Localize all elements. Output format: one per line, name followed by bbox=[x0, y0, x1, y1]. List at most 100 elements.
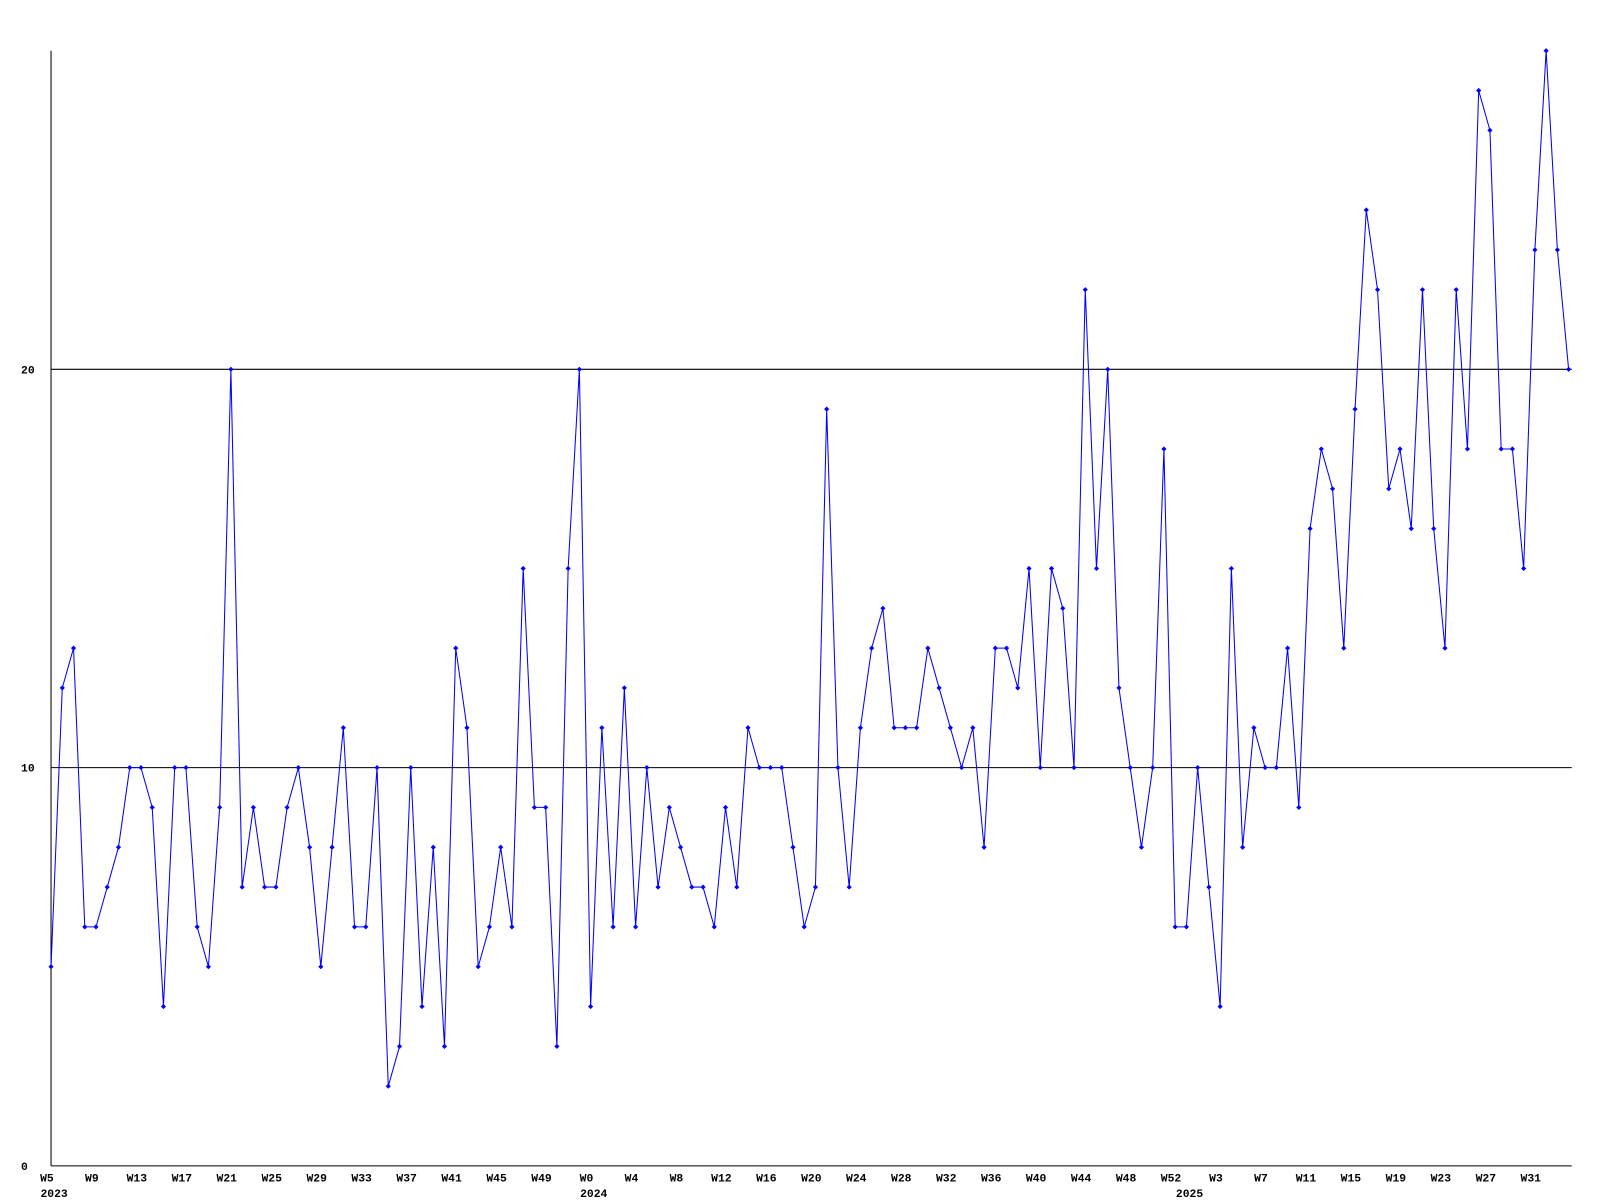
data-line bbox=[50, 50, 1570, 1087]
data-point bbox=[576, 366, 582, 372]
year-label: 2025 bbox=[1176, 1189, 1203, 1200]
data-point bbox=[262, 884, 268, 890]
data-point bbox=[1172, 924, 1178, 930]
data-point bbox=[1273, 765, 1279, 771]
x-tick-label: W49 bbox=[531, 1173, 552, 1185]
data-point bbox=[295, 765, 301, 771]
data-point bbox=[1509, 446, 1515, 452]
data-point bbox=[408, 765, 414, 771]
data-point bbox=[925, 645, 931, 651]
data-point bbox=[1386, 486, 1392, 492]
data-point bbox=[846, 884, 852, 890]
y-tick-label: 10 bbox=[21, 764, 35, 776]
data-point bbox=[104, 884, 110, 890]
data-point bbox=[711, 924, 717, 930]
data-point bbox=[610, 924, 616, 930]
x-tick-label: W29 bbox=[306, 1173, 327, 1185]
data-point bbox=[453, 645, 459, 651]
data-point bbox=[1566, 366, 1572, 372]
data-point bbox=[363, 924, 369, 930]
x-tick-label: W37 bbox=[396, 1173, 417, 1185]
data-point bbox=[1026, 565, 1032, 572]
data-point bbox=[835, 765, 841, 771]
x-tick-label: W32 bbox=[936, 1173, 957, 1185]
x-tick-label: W21 bbox=[217, 1173, 238, 1185]
y-tick-label: 20 bbox=[21, 365, 35, 377]
data-point bbox=[1015, 685, 1021, 691]
data-point bbox=[1397, 446, 1403, 452]
x-tick-label: W7 bbox=[1254, 1173, 1268, 1185]
data-point bbox=[509, 924, 515, 930]
data-point bbox=[621, 685, 627, 691]
data-point bbox=[93, 924, 99, 930]
x-tick-label: W11 bbox=[1296, 1173, 1317, 1185]
data-point bbox=[486, 924, 493, 930]
data-point bbox=[992, 645, 998, 651]
data-point bbox=[1431, 526, 1437, 532]
data-point bbox=[1363, 207, 1369, 213]
x-tick-label: W33 bbox=[351, 1173, 372, 1185]
data-point bbox=[374, 765, 380, 771]
data-point bbox=[1217, 1003, 1223, 1010]
data-point bbox=[475, 964, 481, 970]
data-point bbox=[351, 924, 358, 930]
data-point bbox=[520, 565, 526, 572]
x-tick-label: W13 bbox=[127, 1173, 148, 1185]
x-tick-label: W15 bbox=[1341, 1173, 1362, 1185]
data-point bbox=[1487, 127, 1493, 133]
data-point bbox=[1543, 48, 1549, 54]
x-tick-label: W24 bbox=[846, 1173, 867, 1185]
data-point bbox=[1318, 446, 1324, 452]
data-point bbox=[666, 804, 672, 810]
x-tick-label: W0 bbox=[580, 1173, 594, 1185]
data-point bbox=[734, 884, 740, 890]
x-tick-label: W5 bbox=[40, 1173, 54, 1185]
data-point bbox=[307, 844, 313, 850]
data-point bbox=[1532, 247, 1538, 253]
data-point bbox=[970, 725, 976, 731]
data-point bbox=[644, 765, 650, 771]
x-tick-label: W28 bbox=[891, 1173, 912, 1185]
data-point bbox=[700, 884, 706, 890]
x-tick-label: W20 bbox=[801, 1173, 822, 1185]
data-point bbox=[812, 884, 819, 890]
data-point bbox=[880, 605, 886, 611]
data-point bbox=[1206, 884, 1212, 890]
data-point bbox=[160, 1003, 167, 1010]
data-point bbox=[419, 1003, 425, 1010]
data-point bbox=[138, 765, 144, 771]
data-point bbox=[1453, 287, 1459, 293]
data-point bbox=[1498, 446, 1504, 452]
data-point bbox=[441, 1043, 448, 1049]
data-point bbox=[857, 725, 863, 731]
data-point bbox=[464, 725, 470, 731]
data-point bbox=[1116, 685, 1122, 691]
y-tick-label: 0 bbox=[21, 1162, 28, 1174]
data-point bbox=[554, 1043, 560, 1049]
data-point bbox=[959, 765, 965, 771]
data-point bbox=[1408, 526, 1414, 532]
data-point bbox=[498, 844, 504, 850]
data-point bbox=[902, 725, 908, 731]
x-tick-label: W41 bbox=[441, 1173, 462, 1185]
data-point bbox=[1240, 844, 1246, 850]
x-tick-label: W40 bbox=[1026, 1173, 1047, 1185]
data-point bbox=[1262, 765, 1268, 771]
data-point bbox=[1071, 765, 1077, 771]
data-point bbox=[217, 804, 223, 810]
x-tick-label: W3 bbox=[1209, 1173, 1223, 1185]
data-point bbox=[183, 765, 189, 771]
data-point bbox=[59, 685, 65, 691]
data-point bbox=[1037, 765, 1043, 771]
data-point bbox=[790, 844, 796, 850]
data-point bbox=[981, 844, 987, 850]
x-tick-label: W25 bbox=[261, 1173, 282, 1185]
data-point bbox=[914, 725, 920, 731]
data-point bbox=[745, 725, 751, 731]
data-point bbox=[329, 844, 335, 850]
data-point bbox=[194, 924, 200, 930]
data-point bbox=[1419, 287, 1426, 293]
data-point bbox=[1138, 844, 1145, 850]
data-point bbox=[385, 1083, 391, 1089]
